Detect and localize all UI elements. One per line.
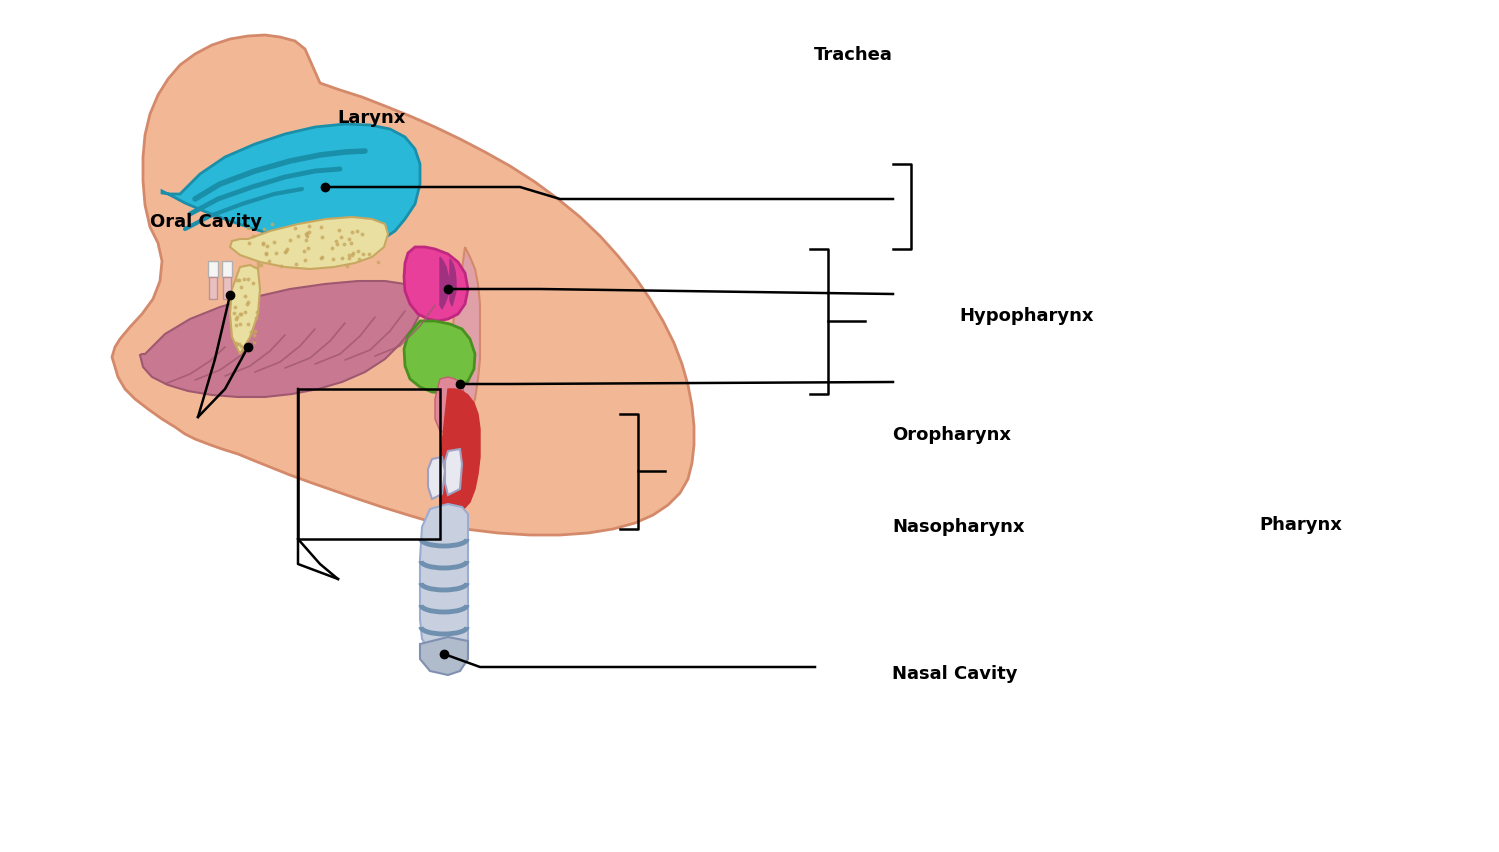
Text: Larynx: Larynx <box>337 108 406 127</box>
Text: Oropharynx: Oropharynx <box>892 425 1010 444</box>
Text: Oral Cavity: Oral Cavity <box>150 212 262 231</box>
Polygon shape <box>405 248 468 321</box>
Polygon shape <box>229 218 388 270</box>
Polygon shape <box>229 266 259 354</box>
Text: Trachea: Trachea <box>814 46 893 65</box>
Polygon shape <box>208 262 217 278</box>
Text: Hypopharynx: Hypopharynx <box>959 306 1094 325</box>
Polygon shape <box>223 278 231 300</box>
Polygon shape <box>445 450 462 495</box>
Polygon shape <box>450 260 456 307</box>
Polygon shape <box>441 389 480 520</box>
Polygon shape <box>441 257 450 309</box>
Polygon shape <box>208 278 217 300</box>
Polygon shape <box>405 321 475 394</box>
Text: Nasal Cavity: Nasal Cavity <box>892 664 1018 682</box>
Bar <box>298 389 441 539</box>
Polygon shape <box>448 248 480 424</box>
Polygon shape <box>420 504 468 659</box>
Polygon shape <box>162 125 420 248</box>
Polygon shape <box>112 36 694 535</box>
Text: Pharynx: Pharynx <box>1259 515 1342 533</box>
Polygon shape <box>435 377 465 435</box>
Polygon shape <box>222 262 232 278</box>
Polygon shape <box>139 282 423 398</box>
Text: Nasopharynx: Nasopharynx <box>892 517 1024 536</box>
Polygon shape <box>429 458 445 499</box>
Polygon shape <box>420 637 468 675</box>
